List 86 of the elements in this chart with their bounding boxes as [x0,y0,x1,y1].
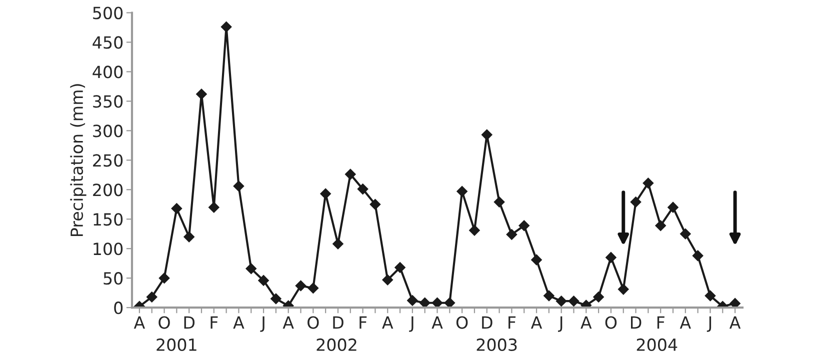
y-tick-label: 250 [93,154,123,167]
point [158,272,170,284]
x-tick-label: J [558,316,562,332]
x-tick-label: A [729,316,741,329]
point [171,203,182,214]
point [146,292,158,302]
point [196,88,207,100]
point [668,202,678,213]
point [692,250,704,262]
point [370,198,381,210]
point [208,202,220,213]
x-tick-label: O [308,316,319,329]
text: 2004 [636,338,678,352]
point [704,290,716,302]
point [432,297,443,308]
point [308,282,319,294]
x-tick-label: A [530,316,542,329]
y-tick-label: 350 [93,95,123,108]
point [680,228,691,240]
point [258,275,269,286]
point [394,262,406,273]
point [357,184,368,194]
y-tick-label: 500 [93,6,123,20]
x-tick-label: A [580,316,592,329]
x-tick-label: A [680,316,691,329]
x-tick-label: F [508,316,516,329]
x-tick-label: J [409,316,414,332]
x-tick-label: A [134,316,146,329]
point [494,196,505,208]
y-axis-title: Precipitation (mm) [70,84,86,236]
point [568,296,580,307]
x-tick-label: A [432,316,443,329]
point [270,293,282,304]
x-tick-label: O [456,316,468,329]
point [469,224,480,236]
point [419,297,430,308]
point [295,280,306,292]
point [593,292,604,302]
y-tick-label: 100 [94,242,123,256]
point [506,229,518,240]
point [246,263,257,274]
y-tick-label: 450 [92,36,123,49]
point [730,298,740,308]
x-tick-label: D [184,316,195,329]
point [518,220,530,232]
point [344,168,356,180]
point [630,196,642,208]
point [407,295,418,306]
point [606,252,616,263]
y-tick-label: 50 [104,272,123,285]
x-tick-label: J [260,316,264,332]
y-tick-label: 0 [114,302,123,314]
point [655,220,666,232]
text: 2001 [156,338,196,352]
point [531,254,542,266]
x-tick-label: D [333,316,344,329]
text: 2003 [476,338,517,352]
x-tick-label: O [605,316,617,329]
point [184,231,195,242]
x-tick-label: O [158,316,170,329]
point [481,129,492,140]
y-tick-label: 400 [92,66,123,78]
x-tick-label: J [706,316,712,332]
text: 2002 [316,338,356,352]
point [233,180,244,192]
point [543,290,554,302]
y-tick-label: 150 [94,213,123,226]
x-tick-label: A [382,316,394,329]
point [220,21,232,32]
x-tick-label: A [282,316,294,329]
x-tick-label: F [210,316,218,329]
x-tick-label: D [482,316,492,329]
x-tick-label: F [657,316,664,329]
point [332,238,344,250]
point [556,296,567,307]
x-tick-label: A [233,316,244,329]
y-tick-label: 200 [93,184,123,196]
point [382,274,394,286]
point [642,178,654,189]
point [618,284,629,295]
point [320,188,332,200]
point [456,186,468,197]
x-tick-label: D [631,316,642,329]
x-tick-label: F [360,316,367,329]
point [444,297,456,308]
y-tick-label: 300 [93,124,123,138]
